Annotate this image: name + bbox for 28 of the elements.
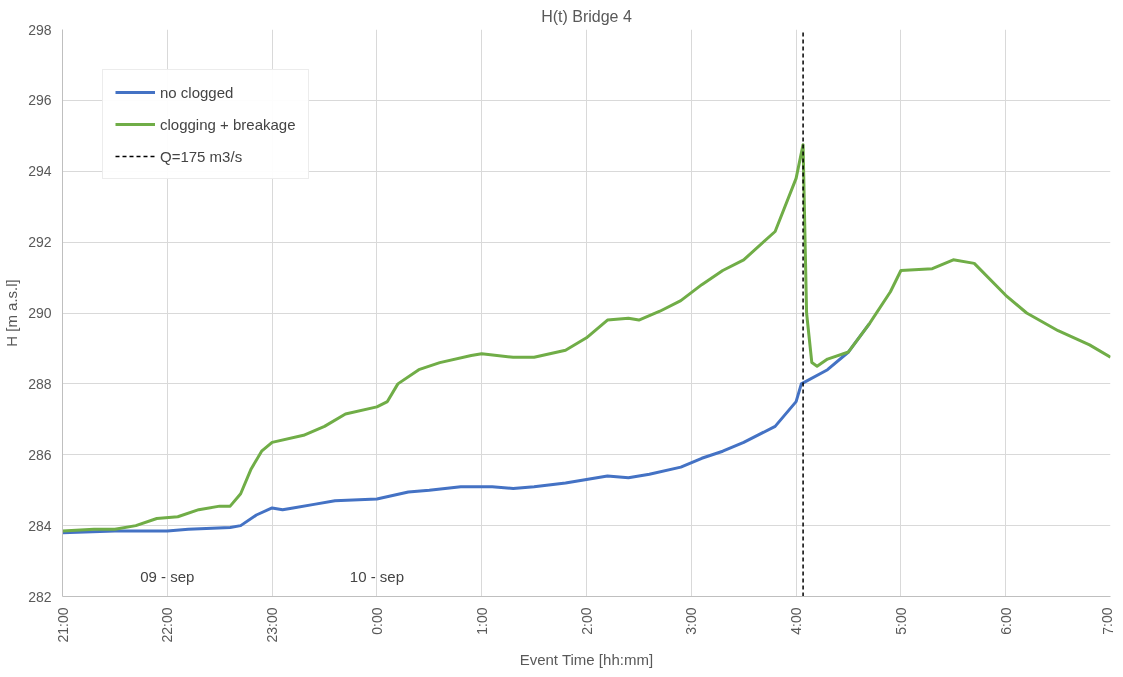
x-tick-label: 4:00 — [788, 607, 805, 635]
x-tick-label: 3:00 — [683, 607, 700, 635]
y-tick-label: 290 — [28, 305, 52, 321]
x-tick-label: 22:00 — [159, 607, 176, 643]
chart-title: H(t) Bridge 4 — [541, 7, 632, 25]
x-tick-label: 2:00 — [578, 607, 595, 635]
y-tick-label: 284 — [28, 517, 52, 534]
x-tick-label: 5:00 — [892, 607, 909, 635]
y-tick-label: 292 — [28, 234, 52, 251]
y-tick-label: 294 — [28, 163, 52, 180]
y-axis-title: H [m a.s.l] — [3, 279, 21, 347]
legend-label: Q=175 m3/s — [160, 147, 243, 165]
y-tick-label: 298 — [28, 21, 52, 38]
y-tick-label: 296 — [28, 92, 52, 109]
x-axis-title: Event Time [hh:mm] — [519, 650, 654, 668]
x-tick-label: 6:00 — [997, 607, 1014, 635]
x-tick-label: 7:00 — [1099, 607, 1116, 635]
x-tick-label: 23:00 — [264, 607, 281, 643]
legend-label: no clogged — [160, 83, 234, 101]
x-tick-label: 21:00 — [54, 607, 71, 643]
annotation: 10 - sep — [349, 567, 404, 585]
legend-label: clogging + breakage — [160, 115, 296, 133]
y-tick-label: 282 — [28, 588, 52, 605]
y-tick-label: 288 — [28, 375, 52, 392]
annotation: 09 - sep — [140, 567, 195, 585]
x-tick-label: 1:00 — [473, 607, 490, 635]
y-tick-label: 286 — [28, 446, 52, 463]
x-tick-label: 0:00 — [368, 607, 385, 635]
